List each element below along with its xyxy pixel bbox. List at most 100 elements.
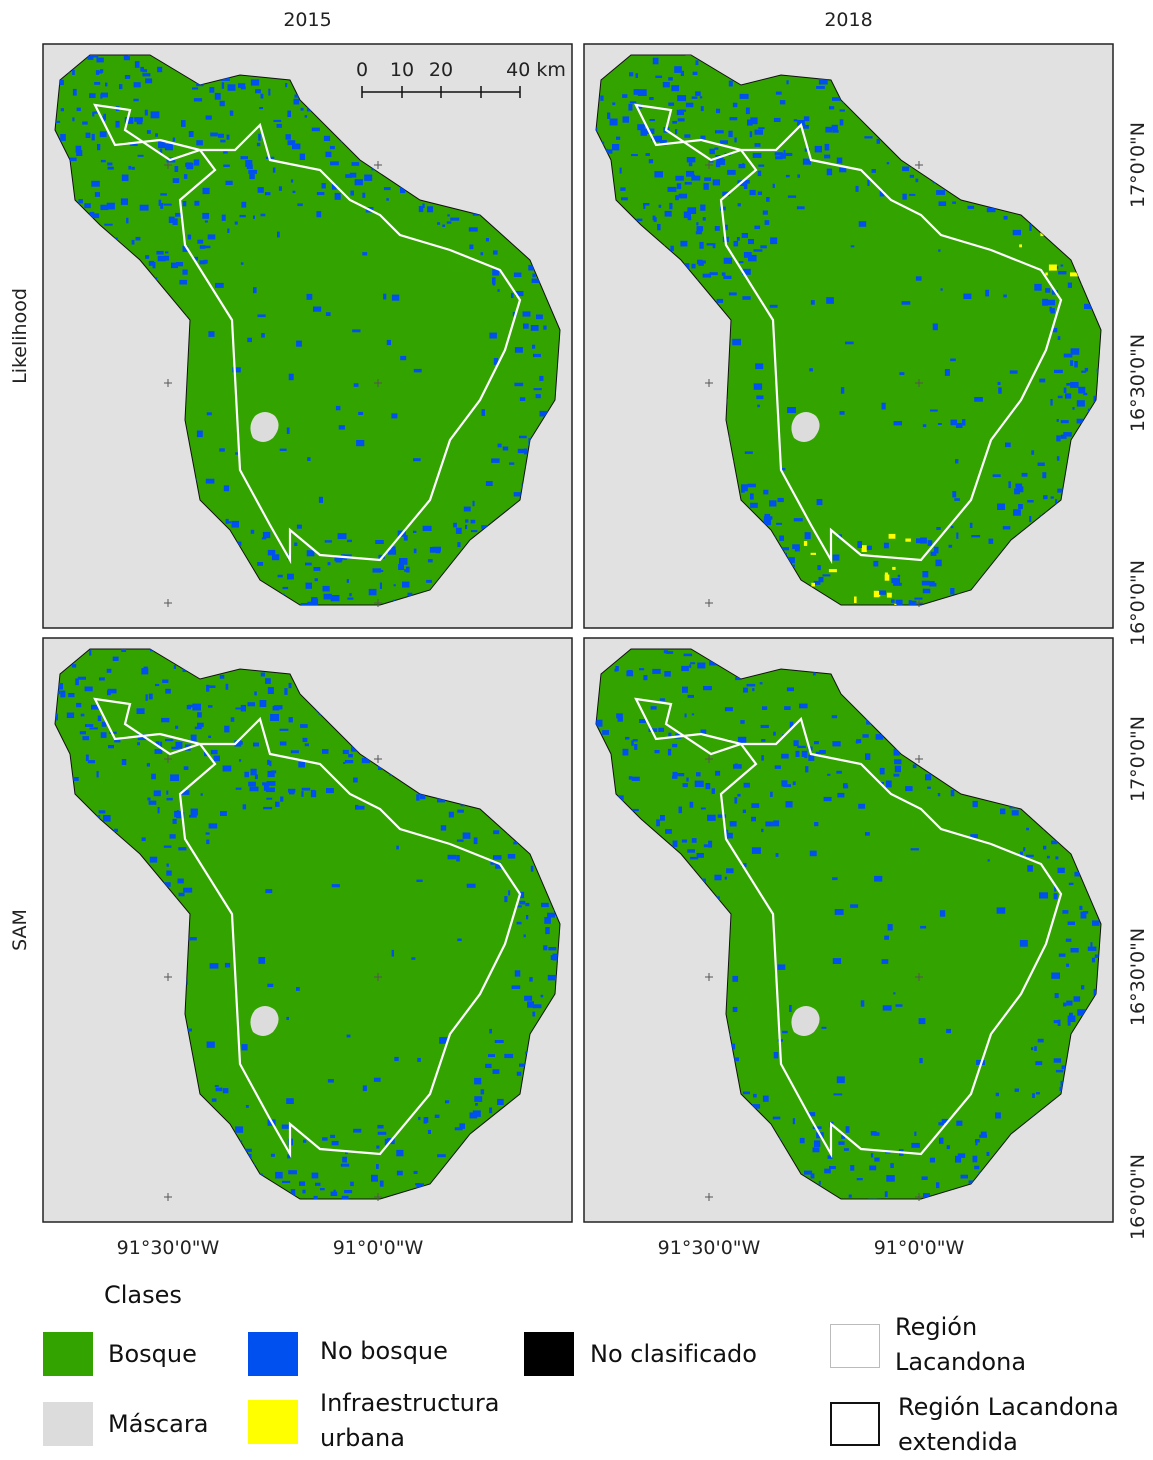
non-forest-patch [724, 258, 732, 264]
urban-patch [829, 569, 837, 572]
non-forest-patch [989, 539, 994, 544]
non-forest-patch [210, 963, 219, 968]
non-forest-patch [457, 840, 464, 842]
non-forest-patch [82, 122, 88, 125]
non-forest-patch [686, 103, 694, 108]
non-forest-patch [251, 769, 257, 776]
non-forest-patch [1066, 964, 1069, 967]
non-forest-patch [165, 256, 169, 261]
non-forest-patch [950, 359, 956, 362]
non-forest-patch [701, 808, 706, 810]
non-forest-patch [824, 797, 832, 801]
non-forest-patch [253, 743, 259, 747]
non-forest-patch [695, 781, 704, 787]
non-forest-patch [469, 245, 473, 250]
non-forest-patch [347, 1035, 351, 1038]
non-forest-patch [1039, 379, 1045, 383]
longitude-label: 91°30'0"W [117, 1237, 220, 1259]
non-forest-patch [399, 558, 408, 565]
non-forest-patch [175, 726, 178, 729]
non-forest-patch [493, 250, 498, 254]
non-forest-patch [249, 174, 255, 179]
non-forest-patch [169, 217, 175, 223]
non-forest-patch [185, 163, 193, 167]
non-forest-patch [101, 93, 108, 98]
non-forest-patch [246, 1105, 249, 1108]
non-forest-patch [891, 599, 895, 602]
non-forest-patch [834, 1093, 843, 1095]
non-forest-patch [267, 984, 273, 987]
non-forest-patch [485, 1064, 491, 1068]
non-forest-patch [93, 213, 100, 218]
non-forest-patch [261, 333, 265, 338]
non-forest-patch [779, 536, 784, 541]
non-forest-patch [142, 73, 150, 76]
non-forest-patch [260, 700, 267, 707]
non-forest-patch [839, 168, 846, 173]
non-forest-patch [809, 368, 813, 371]
non-forest-patch [160, 193, 167, 195]
non-forest-patch [1077, 400, 1085, 406]
non-forest-patch [951, 526, 954, 528]
non-forest-patch [634, 744, 637, 750]
non-forest-patch [209, 823, 218, 828]
non-forest-patch [211, 750, 218, 754]
non-forest-patch [179, 280, 187, 285]
non-forest-patch [794, 740, 799, 746]
non-forest-patch [512, 985, 521, 989]
non-forest-patch [970, 523, 973, 528]
non-forest-patch [150, 857, 157, 863]
non-forest-patch [651, 706, 657, 709]
non-forest-patch [162, 680, 168, 684]
non-forest-patch [251, 79, 259, 85]
non-forest-patch [620, 187, 625, 191]
non-forest-patch [286, 134, 291, 140]
non-forest-patch [85, 687, 93, 692]
non-forest-patch [232, 521, 240, 528]
non-forest-patch [104, 224, 112, 226]
non-forest-patch [311, 790, 315, 795]
non-forest-patch [210, 133, 218, 137]
non-forest-patch [497, 1099, 504, 1105]
non-forest-patch [531, 866, 534, 872]
non-forest-patch [250, 787, 259, 792]
non-forest-patch [165, 144, 173, 150]
non-forest-patch [947, 1145, 950, 1149]
non-forest-patch [279, 186, 282, 191]
non-forest-patch [1029, 224, 1031, 231]
non-forest-patch [263, 807, 272, 809]
non-forest-patch [646, 153, 650, 156]
urban-patch [885, 573, 888, 579]
non-forest-patch [714, 875, 721, 881]
non-forest-patch [77, 108, 81, 112]
non-forest-patch [1023, 847, 1025, 851]
non-forest-patch [997, 504, 1005, 511]
non-forest-patch [748, 255, 757, 262]
non-forest-patch [836, 771, 842, 774]
non-forest-patch [230, 111, 233, 116]
non-forest-patch [362, 193, 365, 198]
non-forest-patch [73, 777, 79, 781]
non-forest-patch [920, 926, 926, 929]
non-forest-patch [176, 262, 183, 266]
non-forest-patch [352, 329, 360, 332]
non-forest-patch [96, 70, 99, 75]
non-forest-patch [837, 1076, 845, 1083]
non-forest-patch [282, 1125, 290, 1129]
non-forest-patch [220, 140, 225, 143]
non-forest-patch [1054, 1058, 1061, 1062]
urban-patch [905, 539, 911, 542]
non-forest-patch [664, 671, 671, 677]
non-forest-patch [730, 821, 737, 826]
non-forest-patch [100, 69, 103, 73]
non-forest-patch [328, 562, 331, 565]
non-forest-patch [923, 589, 931, 594]
non-forest-patch [203, 188, 210, 194]
urban-patch [887, 593, 892, 598]
non-forest-patch [232, 1222, 235, 1229]
non-forest-patch [902, 167, 909, 172]
non-forest-patch [149, 801, 157, 805]
non-forest-patch [916, 538, 925, 543]
non-forest-patch [998, 382, 1001, 385]
non-forest-patch [871, 1131, 877, 1136]
